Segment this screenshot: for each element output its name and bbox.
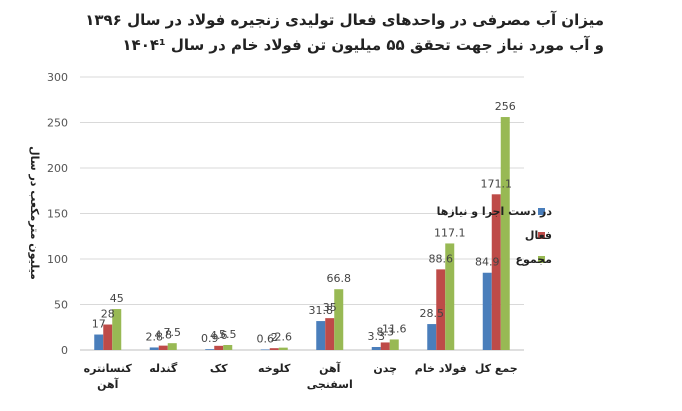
bar bbox=[325, 318, 335, 350]
data-label: 256 bbox=[495, 100, 516, 113]
data-label: 2 bbox=[271, 331, 278, 344]
bar bbox=[482, 272, 492, 350]
data-label: 8.3 bbox=[377, 325, 395, 338]
chart-title-line-2: و آب مورد نیاز جهت تحقق ۵۵ میلیون تن فول… bbox=[122, 36, 604, 54]
bar bbox=[94, 334, 104, 350]
data-label: 0.9 bbox=[201, 332, 219, 345]
x-axis-categories: کنسانتره آهن گندله کک کلوخه آهن اسفنجی چدن فولاد… bbox=[84, 361, 518, 391]
bar bbox=[260, 349, 270, 351]
y-tick-label: 300 bbox=[47, 71, 68, 84]
bar bbox=[334, 289, 344, 350]
data-label: 2.8 bbox=[146, 330, 164, 343]
y-tick-label: 200 bbox=[47, 162, 68, 175]
category-label: کلوخه bbox=[258, 362, 291, 375]
y-tick-label: 150 bbox=[47, 208, 68, 221]
data-label: 28 bbox=[101, 308, 115, 321]
y-tick-label: 250 bbox=[47, 117, 68, 130]
bar bbox=[167, 343, 177, 350]
data-label: 2.6 bbox=[275, 331, 293, 344]
data-label: 66.8 bbox=[327, 272, 352, 285]
bar bbox=[389, 339, 399, 350]
bar bbox=[103, 324, 113, 350]
data-label: 171.1 bbox=[481, 177, 513, 190]
bar bbox=[500, 117, 510, 350]
bar bbox=[316, 321, 326, 350]
data-label: 3.3 bbox=[368, 330, 386, 343]
category-label: کک bbox=[210, 362, 228, 375]
category-label: آهن bbox=[319, 361, 341, 375]
legend-swatch bbox=[538, 208, 545, 215]
category-label: اسفنجی bbox=[307, 378, 353, 391]
data-label: 5.5 bbox=[219, 328, 237, 341]
legend-label: مجموع bbox=[515, 253, 552, 266]
data-label: 45 bbox=[110, 292, 124, 305]
data-label: 17 bbox=[92, 318, 106, 331]
category-label: چدن bbox=[373, 362, 397, 375]
legend-swatch bbox=[538, 256, 545, 263]
data-label: 31.8 bbox=[309, 304, 334, 317]
data-label: 84.9 bbox=[475, 256, 500, 269]
legend-label: فعال bbox=[525, 229, 552, 242]
bar bbox=[427, 324, 437, 350]
category-label: آهن bbox=[97, 377, 119, 391]
y-tick-label: 0 bbox=[61, 344, 68, 357]
bar bbox=[278, 347, 288, 350]
y-tick-label: 100 bbox=[47, 253, 68, 266]
bars bbox=[94, 117, 510, 351]
category-label: کنسانتره bbox=[84, 362, 133, 375]
data-labels: 17 2.8 0.9 0.6 31.8 3.3 28.5 84.9 28 4.8 4.6 2 35 8.3… bbox=[92, 100, 516, 345]
y-axis-ticks: 0 50 100 150 200 250 300 bbox=[47, 71, 68, 357]
y-tick-label: 50 bbox=[54, 299, 68, 312]
bar bbox=[371, 346, 381, 350]
bar bbox=[223, 344, 233, 350]
bar bbox=[445, 243, 455, 350]
chart-title: میزان آب مصرفی در واحدهای فعال تولیدی زن… bbox=[44, 8, 604, 58]
data-label: 4.6 bbox=[210, 329, 228, 342]
y-axis-label: میلیون مترمکعب در سال bbox=[28, 146, 41, 280]
bar bbox=[436, 269, 446, 350]
bar bbox=[158, 345, 168, 350]
bar bbox=[214, 345, 224, 350]
bar bbox=[491, 194, 501, 350]
legend: در دست اجرا و نیازها فعال مجموع bbox=[437, 205, 553, 266]
data-label: 0.6 bbox=[257, 332, 275, 345]
chart-title-line-1: میزان آب مصرفی در واحدهای فعال تولیدی زن… bbox=[85, 11, 604, 29]
bar bbox=[269, 348, 279, 350]
data-label: 117.1 bbox=[434, 226, 466, 239]
legend-swatch bbox=[538, 232, 545, 239]
category-label: جمع کل bbox=[475, 362, 518, 375]
category-label: فولاد خام bbox=[415, 362, 467, 375]
bar bbox=[205, 349, 215, 350]
bar bbox=[380, 342, 390, 350]
data-label: 11.6 bbox=[382, 322, 407, 335]
category-label: گندله bbox=[149, 362, 178, 375]
bar bbox=[149, 347, 159, 350]
data-label: 28.5 bbox=[420, 307, 445, 320]
data-label: 4.8 bbox=[155, 329, 173, 342]
bar bbox=[112, 309, 122, 350]
data-label: 35 bbox=[323, 301, 337, 314]
legend-label: در دست اجرا و نیازها bbox=[437, 205, 553, 218]
data-label: 88.6 bbox=[429, 252, 454, 265]
data-label: 7.5 bbox=[164, 326, 182, 339]
